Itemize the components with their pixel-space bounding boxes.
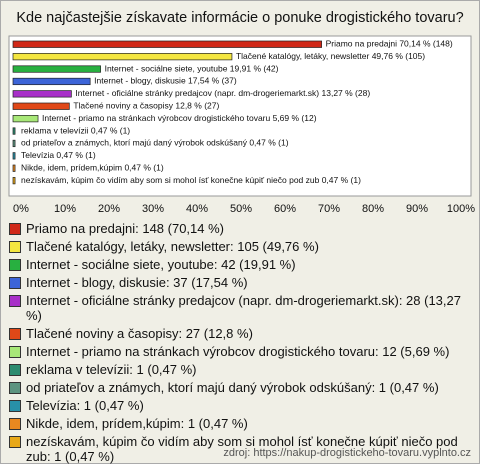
bar-label: reklama v televízii 0,47 % (1)	[21, 125, 130, 135]
legend-item: Tlačené noviny a časopisy: 27 (12,8 %)	[7, 326, 473, 341]
chart-title: Kde najčastejšie získavate informácie o …	[16, 10, 463, 26]
legend-label: Nikde, idem, prídem,kúpim: 1 (0,47 %)	[26, 416, 248, 431]
legend-item: nezískavám, kúpim čo vidím aby som si mo…	[7, 434, 473, 464]
plot: Kde najčastejšie získavate informácie o …	[8, 10, 475, 215]
legend-swatch	[9, 241, 21, 253]
legend-label: nezískavám, kúpim čo vidím aby som si mo…	[26, 434, 458, 464]
legend-swatch	[9, 382, 21, 394]
bar-label: Nikde, idem, prídem,kúpim 0,47 % (1)	[21, 163, 164, 173]
bar	[12, 127, 16, 135]
bar-label: od priateľov a známych, ktorí majú daný …	[21, 138, 289, 148]
legend-swatch	[9, 418, 21, 430]
legend-swatch	[9, 295, 21, 307]
bar	[12, 115, 39, 123]
legend-label: Internet - blogy, diskusie: 37 (17,54 %)	[26, 275, 248, 290]
x-tick-label: 50%	[230, 203, 252, 215]
bar-label: Internet - priamo na stránkach výrobcov …	[42, 113, 317, 123]
x-tick-label: 70%	[318, 203, 340, 215]
legend-swatch	[9, 223, 21, 235]
bar-label: Televízia 0,47 % (1)	[21, 150, 96, 160]
bar-label: Priamo na predajni 70,14 % (148)	[326, 39, 453, 49]
x-tick-label: 100%	[447, 203, 475, 215]
legend-item: Internet - sociálne siete, youtube: 42 (…	[7, 257, 473, 272]
x-tick-label: 30%	[142, 203, 164, 215]
x-tick-label: 10%	[54, 203, 76, 215]
x-tick-label: 40%	[186, 203, 208, 215]
bar-label: Internet - blogy, diskusie 17,54 % (37)	[94, 76, 237, 86]
bar-label: nezískavám, kúpim čo vidím aby som si mo…	[21, 175, 361, 185]
legend-swatch	[9, 346, 21, 358]
legend-swatch	[9, 400, 21, 412]
legend-label: od priateľov a známych, ktorí majú daný …	[26, 380, 439, 395]
legend-item: Internet - priamo na stránkach výrobcov …	[7, 344, 473, 359]
legend-item: Televízia: 1 (0,47 %)	[7, 398, 473, 413]
bar	[12, 177, 16, 185]
legend-item: Nikde, idem, prídem,kúpim: 1 (0,47 %)	[7, 416, 473, 431]
bar	[12, 152, 16, 160]
bar-label: Internet - oficiálne stránky predajcov (…	[75, 88, 370, 98]
legend-item: Internet - blogy, diskusie: 37 (17,54 %)	[7, 275, 473, 290]
plot-area	[8, 35, 472, 197]
legend-item: Internet - oficiálne stránky predajcov (…	[7, 293, 473, 323]
bar	[12, 139, 16, 148]
bar	[12, 77, 91, 86]
legend-label: Televízia: 1 (0,47 %)	[26, 398, 144, 413]
legend-label: Tlačené katalógy, letáky, newsletter: 10…	[26, 239, 319, 254]
legend-item: od priateľov a známych, ktorí majú daný …	[7, 380, 473, 395]
legend-item: Tlačené katalógy, letáky, newsletter: 10…	[7, 239, 473, 254]
x-tick-label: 20%	[98, 203, 120, 215]
legend-swatch	[9, 436, 21, 448]
legend-label: Priamo na predajni: 148 (70,14 %)	[26, 221, 225, 236]
x-tick-label: 90%	[406, 203, 428, 215]
bar-label: Tlačené noviny a časopisy 12,8 % (27)	[73, 101, 219, 111]
legend: Priamo na predajni: 148 (70,14 %) Tlačené…	[7, 221, 473, 467]
x-tick-label: 0%	[13, 203, 29, 215]
bar-label: Tlačené katalógy, letáky, newsletter 49,…	[236, 51, 425, 61]
legend-swatch	[9, 259, 21, 271]
bar	[12, 40, 322, 48]
bar-label: Internet - sociálne siete, youtube 19,91…	[105, 63, 279, 73]
legend-label: reklama v televízii: 1 (0,47 %)	[26, 362, 197, 377]
bar	[12, 102, 70, 110]
bar	[12, 53, 233, 61]
legend-label: Internet - oficiálne stránky predajcov (…	[26, 293, 461, 323]
legend-swatch	[9, 328, 21, 340]
legend-label: Tlačené noviny a časopisy: 27 (12,8 %)	[26, 326, 253, 341]
x-tick-label: 80%	[362, 203, 384, 215]
source: zdroj: https://nakup-drogistickeho-tovar…	[223, 447, 471, 459]
bar	[12, 164, 16, 172]
legend-swatch	[9, 364, 21, 376]
legend-item: reklama v televízii: 1 (0,47 %)	[7, 362, 473, 377]
legend-label: Internet - sociálne siete, youtube: 42 (…	[26, 257, 296, 272]
bar	[12, 90, 72, 98]
bar	[12, 65, 101, 73]
legend-item: Priamo na predajni: 148 (70,14 %)	[7, 221, 473, 236]
legend-label: Internet - priamo na stránkach výrobcov …	[26, 344, 450, 359]
x-tick-label: 60%	[274, 203, 296, 215]
legend-swatch	[9, 277, 21, 289]
